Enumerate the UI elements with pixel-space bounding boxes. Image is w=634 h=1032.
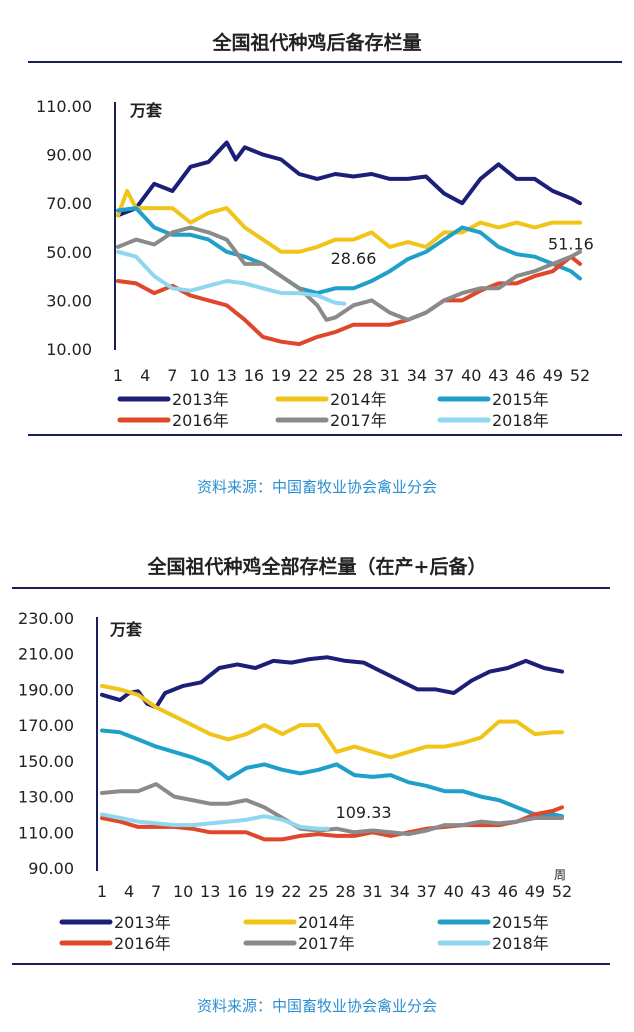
- series-line-2013年: [100, 655, 564, 710]
- x-tick-label: 43: [471, 882, 491, 901]
- chart-1-title: 全国祖代种鸡后备存栏量: [212, 32, 422, 54]
- x-tick-label: 28: [352, 366, 372, 385]
- x-tick-label: 34: [407, 366, 427, 385]
- x-tick-label: 19: [271, 366, 291, 385]
- x-tick-label: 22: [298, 366, 318, 385]
- series-line-2016年: [116, 254, 582, 347]
- x-tick-label: 37: [417, 882, 437, 901]
- x-tick-label: 46: [498, 882, 518, 901]
- x-tick-label: 16: [244, 366, 264, 385]
- chart-2-bottom-rule: [12, 963, 610, 965]
- y-tick-label: 170.00: [18, 716, 74, 735]
- chart-1-bottom-rule: [28, 434, 622, 436]
- data-label: 28.66: [331, 249, 377, 268]
- x-tick-label: 52: [552, 882, 572, 901]
- x-unit-label: 周: [554, 868, 566, 882]
- x-tick-label: 4: [124, 882, 134, 901]
- y-tick-label: 30.00: [46, 291, 92, 310]
- data-label: 51.16: [548, 234, 594, 253]
- x-tick-label: 13: [217, 366, 237, 385]
- x-tick-label: 31: [362, 882, 382, 901]
- x-tick-label: 49: [525, 882, 545, 901]
- unit-label: 万套: [109, 620, 143, 639]
- series-line-2017年: [116, 225, 582, 322]
- x-tick-label: 40: [461, 366, 481, 385]
- y-tick-label: 90.00: [46, 146, 92, 165]
- legend-label: 2018年: [492, 411, 549, 430]
- legend-label: 2017年: [298, 934, 355, 953]
- x-tick-label: 19: [254, 882, 274, 901]
- series-line-2014年: [100, 683, 564, 760]
- chart-1-top-rule: [28, 61, 622, 63]
- y-tick-label: 90.00: [28, 859, 74, 878]
- series-line-2018年: [100, 812, 330, 831]
- legend-label: 2018年: [492, 934, 549, 953]
- legend-label: 2016年: [172, 411, 229, 430]
- legend-label: 2015年: [492, 913, 549, 932]
- chart-1-svg: 10.00 30.00 50.00 70.00 90.00 110.00 万套 1 4 7 10 13…: [36, 97, 594, 430]
- x-tick-label: 1: [97, 882, 107, 901]
- x-tick-label: 28: [335, 882, 355, 901]
- y-tick-label: 210.00: [18, 645, 74, 664]
- chart-2-source: 资料来源：中国畜牧业协会禽业分会: [196, 997, 437, 1015]
- y-tick-label: 190.00: [18, 680, 74, 699]
- x-tick-label: 31: [380, 366, 400, 385]
- chart-1-source: 资料来源：中国畜牧业协会禽业分会: [196, 478, 437, 496]
- series-line-2013年: [116, 140, 582, 218]
- x-tick-label: 1: [113, 366, 123, 385]
- legend-label: 2013年: [114, 913, 171, 932]
- x-tick-label: 16: [227, 882, 247, 901]
- y-tick-label: 110.00: [18, 823, 74, 842]
- y-tick-label: 150.00: [18, 752, 74, 771]
- y-tick-label: 50.00: [46, 243, 92, 262]
- x-tick-label: 7: [167, 366, 177, 385]
- x-tick-label: 13: [200, 882, 220, 901]
- data-label: 109.33: [336, 803, 392, 822]
- x-tick-label: 52: [570, 366, 590, 385]
- x-tick-label: 34: [389, 882, 409, 901]
- y-tick-label: 10.00: [46, 340, 92, 359]
- x-tick-label: 25: [325, 366, 345, 385]
- x-tick-label: 10: [189, 366, 209, 385]
- y-tick-label: 130.00: [18, 788, 74, 807]
- legend-label: 2017年: [330, 411, 387, 430]
- chart-2-y-axis-line: [96, 617, 98, 871]
- x-tick-label: 43: [488, 366, 508, 385]
- series-line-2015年: [116, 206, 582, 296]
- chart-2-top-rule: [12, 587, 610, 589]
- legend-label: 2015年: [492, 390, 549, 409]
- y-tick-label: 110.00: [36, 97, 92, 116]
- x-tick-label: 4: [140, 366, 150, 385]
- chart-2-svg: 90.00 110.00 130.00 150.00 170.00 190.00 210.0…: [18, 609, 572, 953]
- unit-label: 万套: [129, 101, 163, 120]
- series-line-2016年: [100, 805, 564, 842]
- x-tick-label: 7: [151, 882, 161, 901]
- x-tick-label: 10: [173, 882, 193, 901]
- chart-2-title: 全国祖代种鸡全部存栏量（在产+后备）: [147, 556, 487, 578]
- x-tick-label: 40: [444, 882, 464, 901]
- y-tick-label: 70.00: [46, 194, 92, 213]
- legend-label: 2016年: [114, 934, 171, 953]
- y-tick-label: 230.00: [18, 609, 74, 628]
- legend-label: 2013年: [172, 390, 229, 409]
- legend-label: 2014年: [298, 913, 355, 932]
- series-line-2014年: [116, 189, 582, 254]
- x-tick-label: 37: [434, 366, 454, 385]
- x-tick-label: 22: [281, 882, 301, 901]
- series-line-2018年: [116, 249, 347, 306]
- chart-1-y-axis-line: [114, 102, 116, 350]
- series-line-2017年: [100, 782, 564, 837]
- x-tick-label: 25: [308, 882, 328, 901]
- x-tick-label: 46: [515, 366, 535, 385]
- x-tick-label: 49: [543, 366, 563, 385]
- series-line-2015年: [100, 728, 564, 819]
- legend-label: 2014年: [330, 390, 387, 409]
